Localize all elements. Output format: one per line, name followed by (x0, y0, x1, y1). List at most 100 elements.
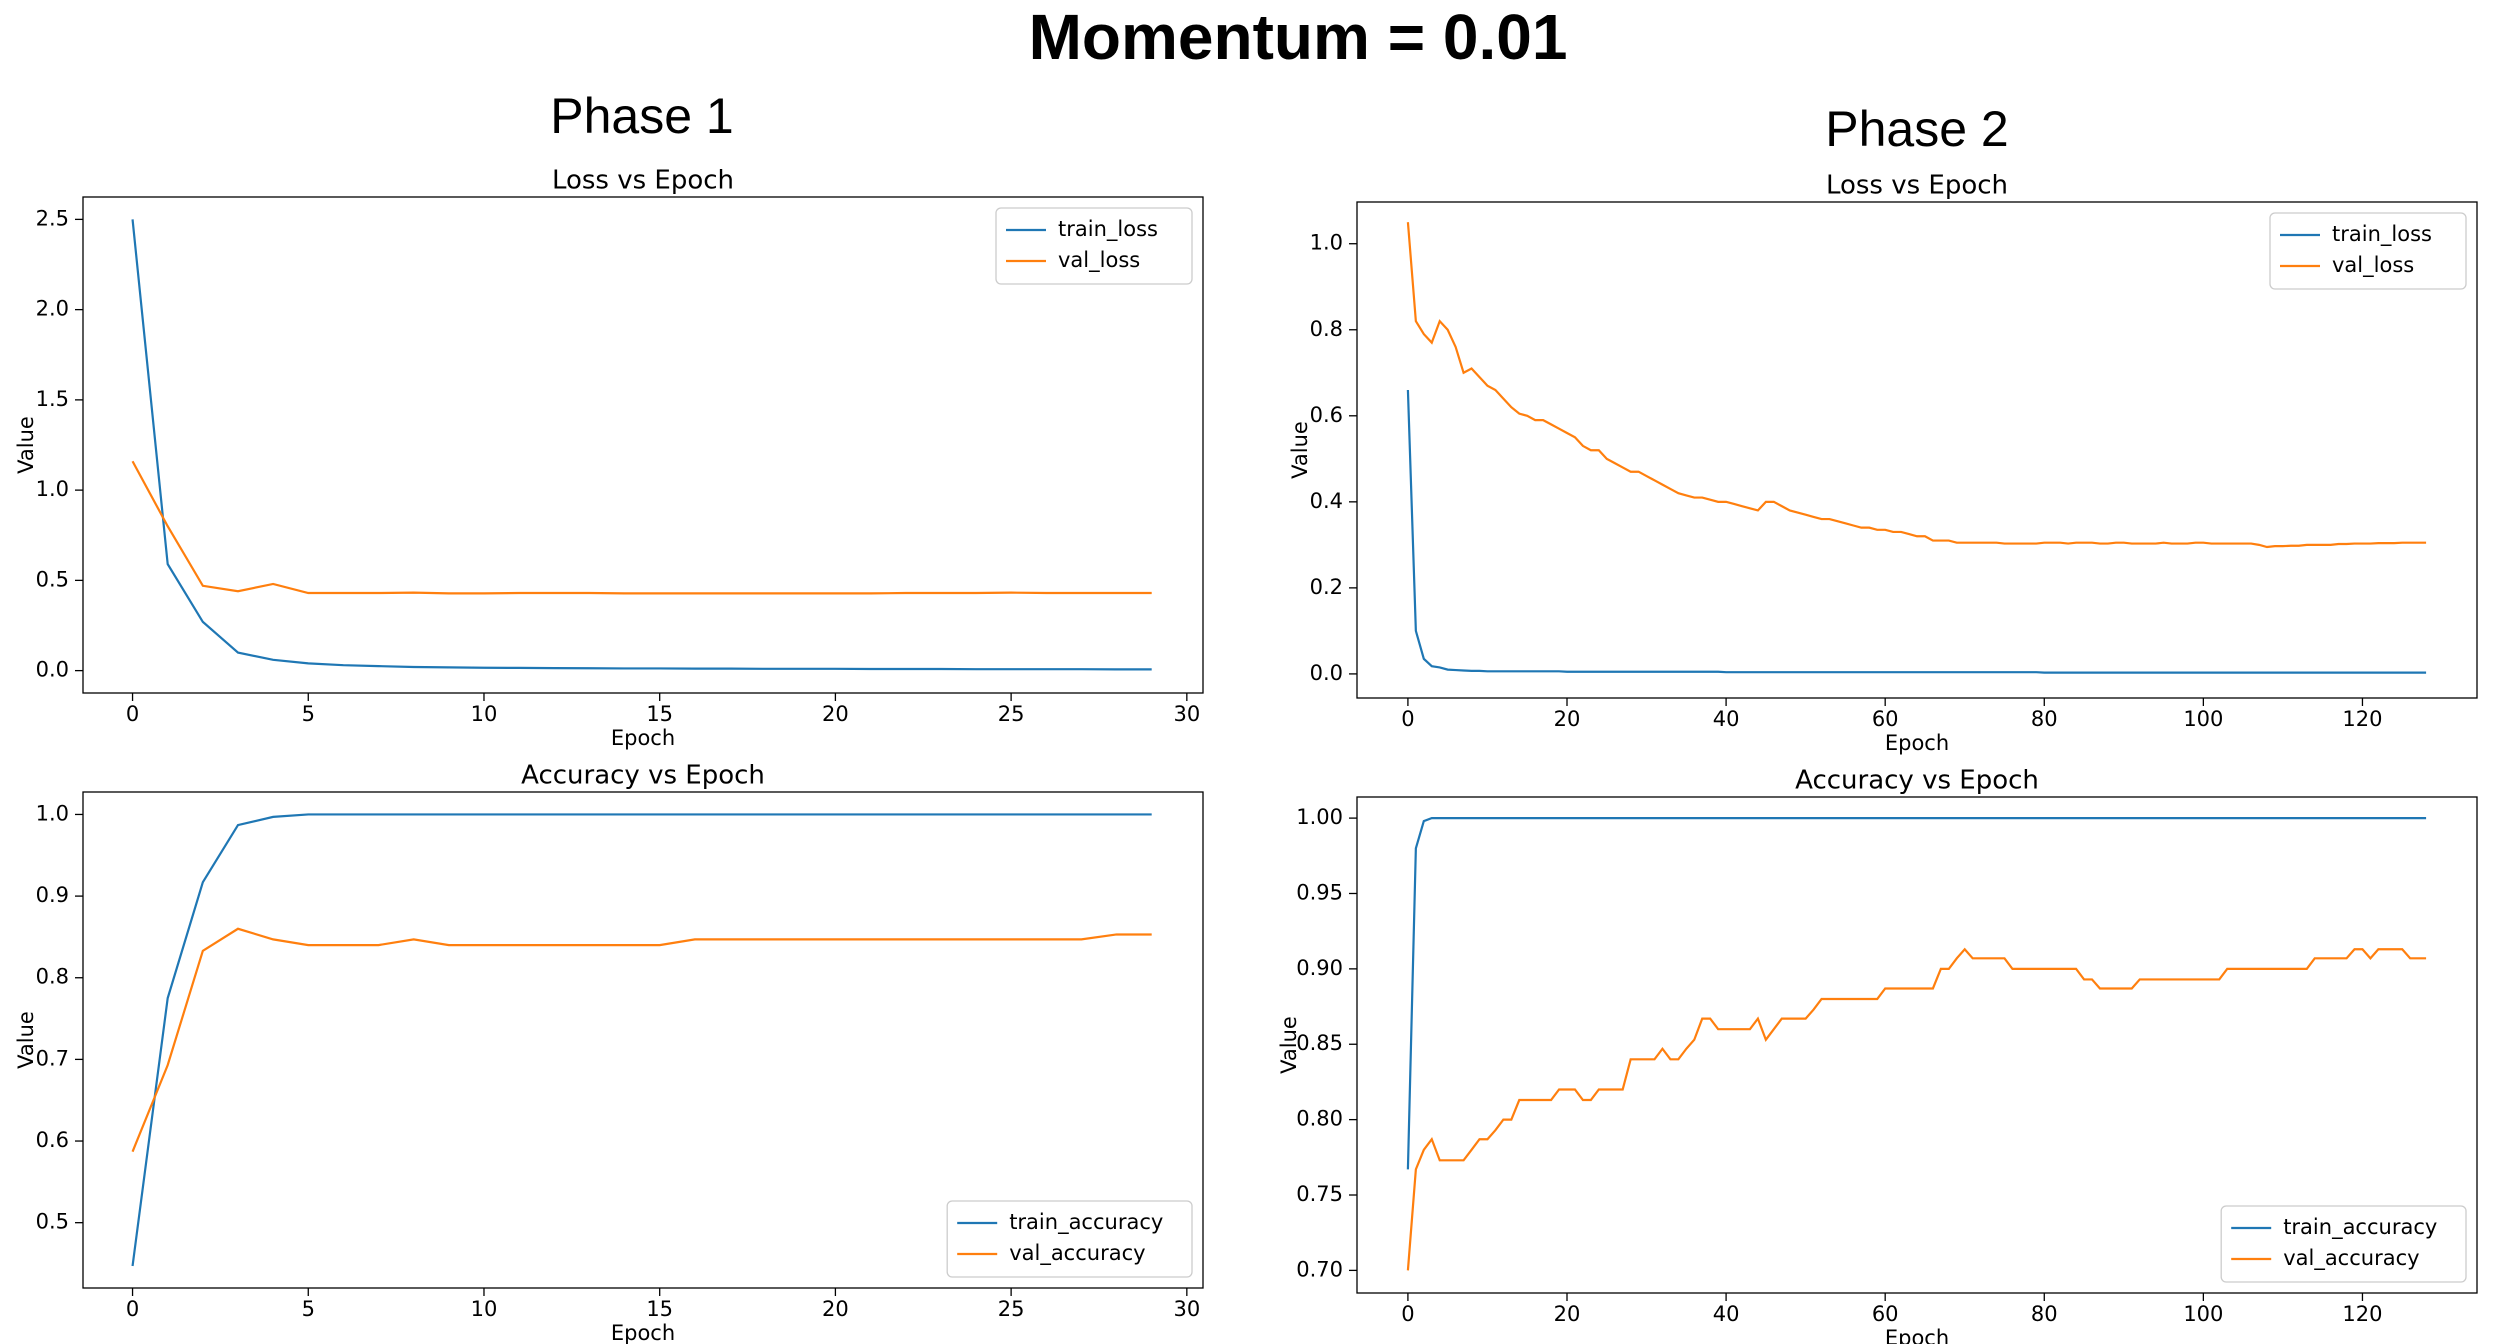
legend-label: val_accuracy (1009, 1241, 1145, 1266)
plot-frame (1356, 201, 2478, 699)
chart-title: Loss vs Epoch (1826, 171, 2008, 201)
line-series (131, 813, 1152, 1267)
x-tick-label: 0 (1401, 1302, 1414, 1326)
x-tick-label: 120 (2342, 1302, 2382, 1326)
x-tick-label: 100 (2183, 1302, 2223, 1326)
legend-box (995, 207, 1193, 285)
y-tick-label: 0.90 (1296, 956, 1343, 980)
legend-label: train_accuracy (2283, 1215, 2437, 1240)
x-tick-label: 15 (646, 1297, 673, 1321)
phase-label: Phase 1 (550, 88, 733, 144)
x-tick-label: 5 (302, 1297, 315, 1321)
x-tick-label: 80 (2031, 707, 2058, 731)
x-tick-label: 60 (1872, 1302, 1899, 1326)
legend-label: val_accuracy (2283, 1246, 2419, 1271)
chart: Accuracy vs Epoch 0 5 10 15 20 25 30 0.5 0.6 0.7 0.… (14, 761, 1204, 1344)
y-tick-label: 0.5 (36, 1210, 69, 1234)
x-tick-label: 80 (2031, 1302, 2058, 1326)
x-tick-label: 120 (2342, 707, 2382, 731)
legend: train_accuracy val_accuracy (2220, 1205, 2467, 1283)
y-tick-label: 0.5 (36, 567, 69, 591)
plot-frame (1356, 796, 2478, 1294)
x-axis-label: Epoch (1885, 731, 1949, 755)
y-tick-label: 0.0 (36, 658, 69, 682)
y-tick-label: 0.4 (1310, 489, 1343, 513)
x-tick-label: 5 (302, 702, 315, 726)
x-tick-label: 30 (1173, 1297, 1200, 1321)
y-tick-label: 0.70 (1296, 1257, 1343, 1281)
legend-label: val_loss (1058, 248, 1140, 273)
y-axis-label: Value (1277, 1016, 1301, 1074)
x-tick-label: 25 (998, 702, 1025, 726)
figure-title: Momentum = 0.01 (1029, 1, 1568, 73)
legend-label: train_accuracy (1009, 1210, 1163, 1235)
x-tick-label: 0 (126, 702, 139, 726)
x-tick-label: 30 (1173, 702, 1200, 726)
legend-box (2269, 212, 2467, 290)
y-tick-label: 0.6 (1310, 403, 1343, 427)
chart: Accuracy vs Epoch 0 20 40 60 80 100 120 0.70 0.75… (1277, 766, 2478, 1344)
y-tick-label: 1.0 (36, 801, 69, 825)
y-tick-label: 0.95 (1296, 880, 1343, 904)
plot-frame (82, 196, 1204, 694)
chart-title: Accuracy vs Epoch (521, 761, 765, 791)
legend: train_accuracy val_accuracy (946, 1200, 1193, 1278)
legend: train_loss val_loss (995, 207, 1193, 285)
x-tick-label: 0 (1401, 707, 1414, 731)
y-axis-label: Value (14, 1011, 38, 1069)
x-tick-label: 100 (2183, 707, 2223, 731)
y-tick-label: 0.9 (36, 883, 69, 907)
y-tick-label: 0.7 (36, 1046, 69, 1070)
x-tick-label: 20 (1554, 707, 1581, 731)
x-tick-label: 0 (126, 1297, 139, 1321)
x-tick-label: 25 (998, 1297, 1025, 1321)
line-series (131, 460, 1152, 595)
chart-title: Loss vs Epoch (552, 166, 734, 196)
y-tick-label: 0.6 (36, 1128, 69, 1152)
x-tick-label: 20 (822, 1297, 849, 1321)
x-tick-label: 40 (1713, 1302, 1740, 1326)
line-series (1406, 222, 2427, 549)
x-tick-label: 10 (471, 1297, 498, 1321)
line-series (1406, 817, 2427, 1170)
y-tick-label: 0.85 (1296, 1031, 1343, 1055)
y-tick-label: 0.2 (1310, 575, 1343, 599)
y-tick-label: 2.5 (36, 206, 69, 230)
x-tick-label: 15 (646, 702, 673, 726)
y-tick-label: 1.0 (1310, 231, 1343, 255)
y-tick-label: 1.00 (1296, 805, 1343, 829)
chart-title: Accuracy vs Epoch (1795, 766, 2039, 796)
y-tick-label: 2.0 (36, 297, 69, 321)
line-series (1406, 389, 2427, 674)
y-tick-label: 0.0 (1310, 661, 1343, 685)
x-axis-label: Epoch (611, 726, 675, 750)
legend-label: train_loss (2332, 222, 2432, 247)
line-series (1406, 947, 2427, 1271)
x-tick-label: 40 (1713, 707, 1740, 731)
y-tick-label: 1.0 (36, 477, 69, 501)
line-series (131, 927, 1152, 1153)
x-tick-label: 20 (822, 702, 849, 726)
legend-box (2220, 1205, 2467, 1283)
chart: Loss vs Epoch 0 20 40 60 80 100 120 0.0 0.2 0.4 0.6… (1288, 171, 2478, 755)
line-series (131, 219, 1152, 671)
x-axis-label: Epoch (1885, 1326, 1949, 1344)
legend-box (946, 1200, 1193, 1278)
plot-frame (82, 791, 1204, 1289)
phase-label: Phase 2 (1825, 101, 2008, 157)
y-tick-label: 1.5 (36, 387, 69, 411)
x-tick-label: 60 (1872, 707, 1899, 731)
x-axis-label: Epoch (611, 1321, 675, 1344)
legend: train_loss val_loss (2269, 212, 2467, 290)
y-axis-label: Value (1288, 421, 1312, 479)
y-tick-label: 0.75 (1296, 1182, 1343, 1206)
x-tick-label: 20 (1554, 1302, 1581, 1326)
y-tick-label: 0.8 (1310, 317, 1343, 341)
y-tick-label: 0.8 (36, 965, 69, 989)
legend-label: val_loss (2332, 253, 2414, 278)
y-tick-label: 0.80 (1296, 1107, 1343, 1131)
legend-label: train_loss (1058, 217, 1158, 242)
y-axis-label: Value (14, 416, 38, 474)
